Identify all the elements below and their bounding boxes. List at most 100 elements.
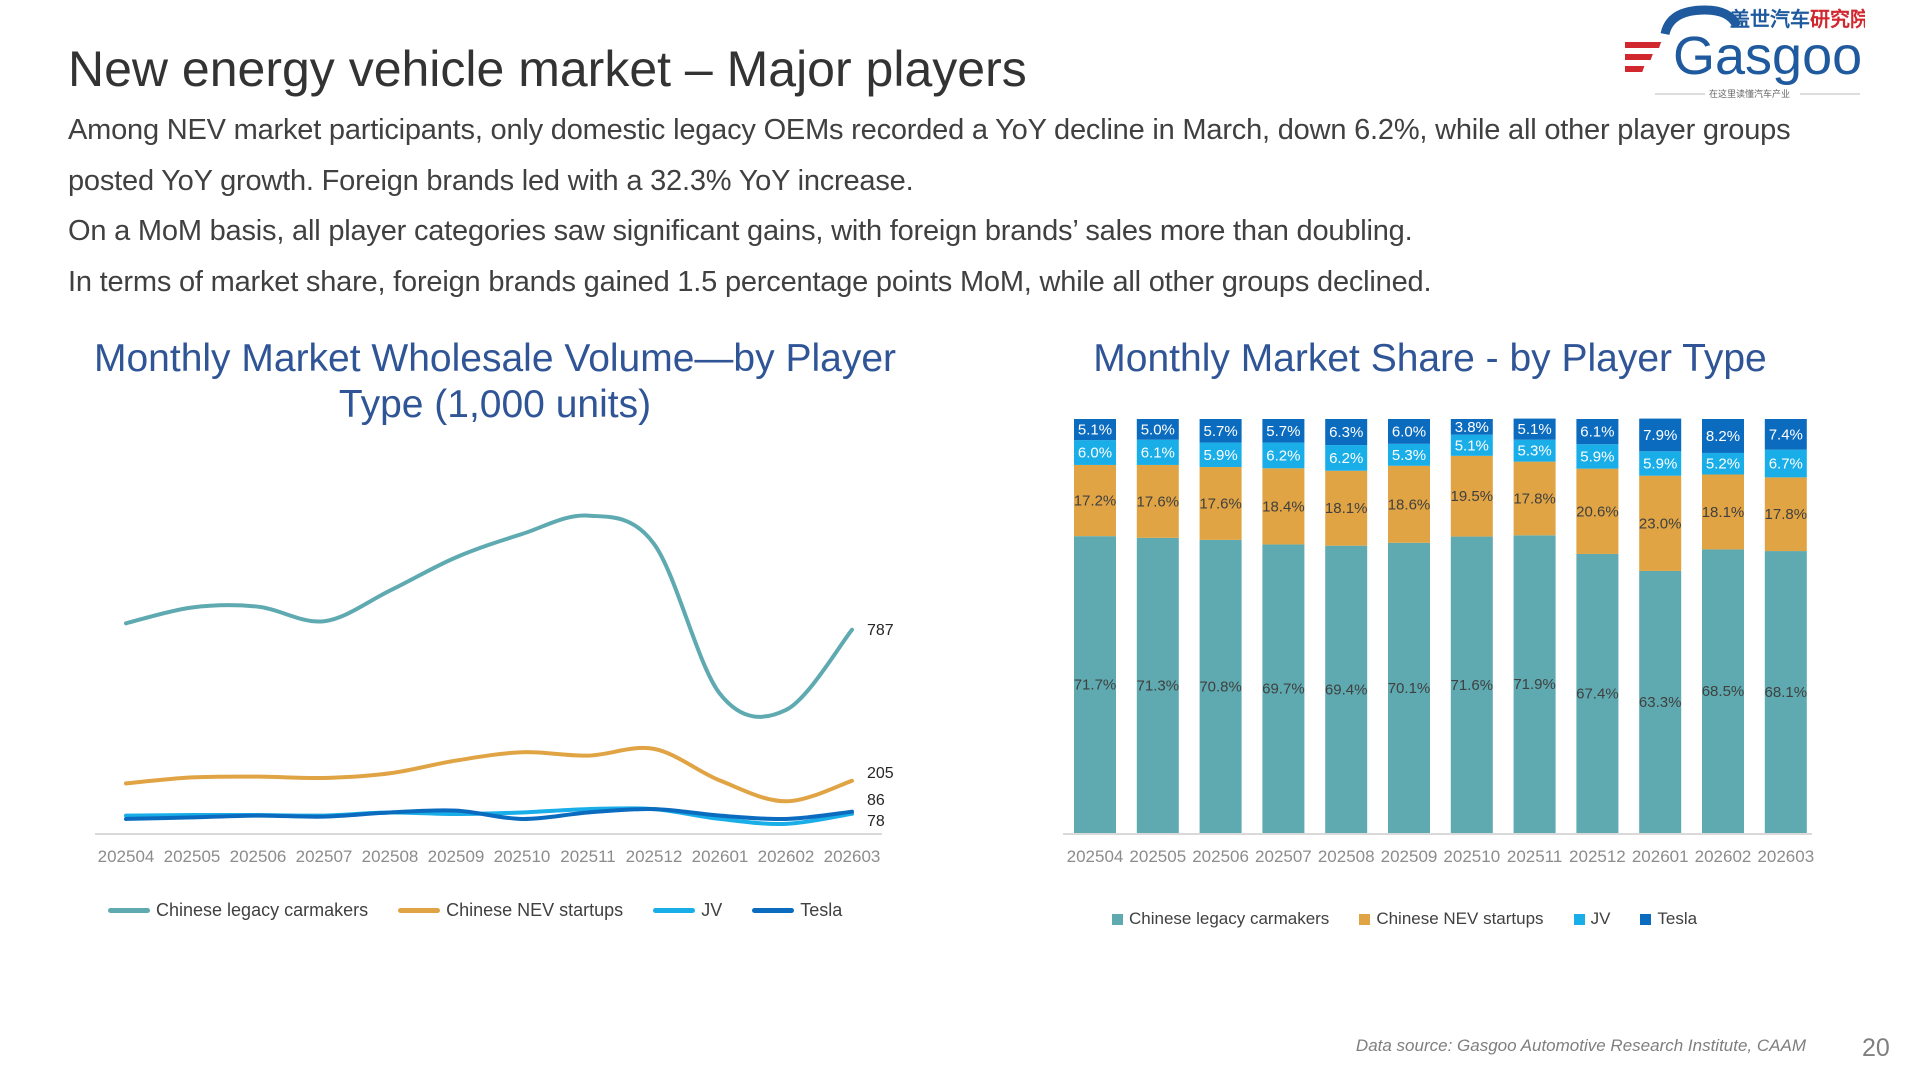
summary-line-1: Among NEV market participants, only dome…	[68, 114, 1791, 146]
bar-segment	[1450, 536, 1493, 833]
bar-data-label: 71.3%	[1137, 677, 1180, 694]
bar-data-label: 17.8%	[1765, 506, 1808, 523]
bar-data-label: 7.4%	[1769, 426, 1803, 443]
gasgoo-logo: Gasgoo 盖世汽车 研究院 在这里读懂汽车产业	[1625, 5, 1865, 99]
bar-data-label: 8.2%	[1706, 428, 1740, 445]
bar-segment	[1136, 537, 1179, 833]
bar-segment	[1074, 419, 1116, 441]
bar-segment	[1074, 464, 1116, 537]
x-tick-label: 202602	[758, 847, 815, 866]
bar-segment	[1764, 477, 1807, 552]
bar-data-label: 17.6%	[1199, 495, 1242, 512]
bar-data-label: 6.7%	[1769, 456, 1803, 473]
legend-label: JV	[1590, 909, 1611, 928]
data-source: Data source: Gasgoo Automotive Research …	[1355, 1036, 1806, 1055]
bar-segment	[1199, 442, 1242, 468]
x-tick-label: 202510	[494, 847, 551, 866]
line-chart: 202504 202505 202506 202507 202508 202509 2025…	[95, 513, 894, 866]
bar-data-label: 17.8%	[1513, 490, 1556, 507]
x-tick-label: 202505	[164, 847, 221, 866]
bar-data-label: 3.8%	[1455, 419, 1489, 436]
line-chart-legend: Chinese legacy carmakers Chinese NEV sta…	[108, 900, 872, 921]
bar-segment	[1576, 553, 1619, 833]
bar-chart-legend: Chinese legacy carmakers Chinese NEV sta…	[1112, 909, 1727, 929]
bar-data-label: 68.5%	[1702, 683, 1745, 700]
bar-data-label: 6.1%	[1580, 424, 1614, 441]
legend-item-tesla: Tesla	[1640, 909, 1697, 929]
bar-segment	[1388, 443, 1430, 466]
bar-data-label: 5.2%	[1706, 456, 1740, 473]
x-tick-label: 202505	[1129, 847, 1186, 866]
bar-data-label: 20.6%	[1576, 503, 1619, 520]
bar-data-label: 5.1%	[1078, 422, 1112, 439]
bar-data-label: 18.6%	[1388, 496, 1431, 513]
summary-line-2: posted YoY growth. Foreign brands led wi…	[68, 165, 914, 197]
end-data-label: 205	[867, 765, 894, 782]
legend-swatch	[108, 908, 150, 913]
bar-segment	[1262, 468, 1305, 545]
bar-data-label: 5.9%	[1643, 456, 1677, 473]
legend-item-legacy: Chinese legacy carmakers	[108, 900, 368, 921]
bar-segment	[1702, 452, 1744, 475]
bar-data-label: 17.6%	[1137, 493, 1180, 510]
bar-segment	[1513, 418, 1556, 440]
legend-swatch	[653, 908, 696, 913]
bar-segment	[1074, 440, 1116, 465]
x-tick-label: 202603	[1757, 847, 1814, 866]
x-tick-label: 202508	[362, 847, 419, 866]
bar-segment	[1576, 419, 1619, 445]
legend-item-startups: Chinese NEV startups	[1359, 909, 1544, 929]
series-line	[124, 807, 854, 822]
x-tick-label: 202506	[1192, 847, 1249, 866]
bar-segment	[1450, 455, 1493, 537]
bar-data-label: 69.4%	[1325, 681, 1368, 698]
x-tick-label: 202507	[1255, 847, 1312, 866]
legend-swatch	[398, 908, 441, 913]
bar-data-label: 18.4%	[1262, 498, 1305, 515]
legend-swatch	[1359, 913, 1371, 925]
bar-segment	[1764, 449, 1807, 478]
legend-swatch	[1640, 913, 1652, 925]
summary-line-3: On a MoM basis, all player categories sa…	[68, 215, 1413, 247]
logo-arc	[1660, 5, 1742, 36]
bar-data-label: 70.8%	[1199, 678, 1242, 695]
x-tick-label: 202602	[1695, 847, 1752, 866]
bar-segment	[1136, 419, 1179, 440]
legend-swatch	[1573, 913, 1585, 925]
logo-stripe	[1625, 54, 1653, 60]
x-tick-label: 202506	[230, 847, 287, 866]
bar-data-label: 5.9%	[1580, 448, 1614, 465]
series-line	[124, 513, 854, 719]
line-chart-title: Monthly Market Wholesale Volume—by Playe…	[94, 337, 896, 426]
bar-segment	[1764, 419, 1807, 450]
bar-segment	[1199, 539, 1242, 833]
bar-data-label: 5.3%	[1392, 447, 1426, 464]
legend-item-startups: Chinese NEV startups	[398, 900, 623, 921]
bar-segment	[1513, 461, 1556, 536]
legend-item-legacy: Chinese legacy carmakers	[1112, 909, 1329, 929]
bar-segment	[1513, 535, 1556, 833]
bar-data-label: 23.0%	[1639, 515, 1682, 532]
bar-data-label: 6.1%	[1141, 444, 1175, 461]
bar-segment	[1388, 542, 1430, 833]
bar-segment	[1639, 570, 1682, 833]
bar-segment	[1262, 544, 1305, 833]
end-data-label: 78	[867, 813, 885, 830]
legend-item-jv: JV	[653, 900, 722, 921]
bar-data-label: 18.1%	[1325, 500, 1368, 517]
x-tick-label: 202507	[296, 847, 353, 866]
bar-segment	[1325, 545, 1368, 833]
bar-data-label: 71.6%	[1451, 677, 1494, 694]
legend-label: Tesla	[1657, 909, 1698, 928]
bar-chart-title: Monthly Market Share - by Player Type	[1093, 337, 1767, 380]
bar-data-label: 5.1%	[1455, 437, 1489, 454]
bar-data-label: 7.9%	[1643, 427, 1677, 444]
bar-data-label: 63.3%	[1639, 694, 1682, 711]
logo-slogan: 在这里读懂汽车产业	[1709, 88, 1790, 99]
legend-item-jv: JV	[1573, 909, 1611, 929]
bar-segment	[1576, 444, 1619, 469]
bar-data-label: 5.0%	[1141, 421, 1175, 438]
legend-item-tesla: Tesla	[752, 900, 842, 921]
x-tick-label: 202512	[626, 847, 683, 866]
